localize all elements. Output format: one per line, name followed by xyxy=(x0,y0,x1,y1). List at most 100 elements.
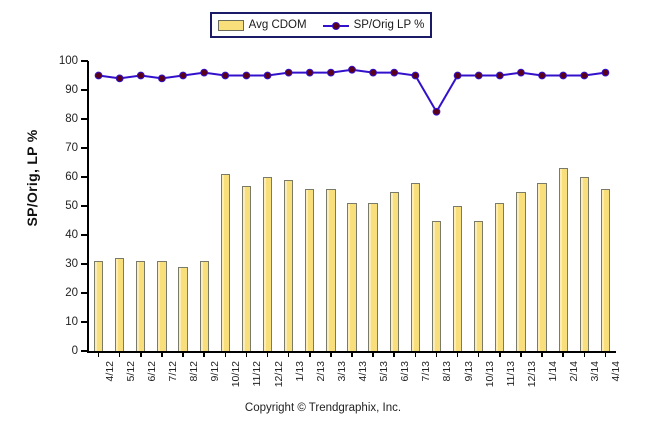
y-tick-label: 0 xyxy=(71,345,78,357)
x-tick-label: 10/13 xyxy=(483,361,496,388)
bar xyxy=(199,261,209,351)
line-path xyxy=(98,68,606,114)
y-tick-label: 60 xyxy=(65,171,78,183)
bar xyxy=(368,203,378,351)
chart-legend: Avg CDOM SP/Orig LP % xyxy=(210,12,432,38)
bar xyxy=(347,203,357,351)
x-tick-label: 4/14 xyxy=(610,361,623,382)
x-tick xyxy=(372,351,374,357)
line-marker xyxy=(390,68,399,77)
bar xyxy=(495,203,505,351)
x-tick xyxy=(309,351,311,357)
x-tick-label: 1/14 xyxy=(547,361,560,382)
x-tick xyxy=(499,351,501,357)
y-tick xyxy=(81,89,88,91)
line-marker xyxy=(453,71,462,80)
legend-item-sp-orig-lp: SP/Orig LP % xyxy=(322,19,425,31)
x-tick xyxy=(266,351,269,357)
x-tick xyxy=(182,351,184,357)
x-tick xyxy=(456,351,459,357)
x-tick xyxy=(414,351,417,357)
x-tick xyxy=(330,351,332,357)
bar xyxy=(93,261,104,351)
y-tick xyxy=(81,292,88,294)
line-marker xyxy=(136,71,145,80)
bar xyxy=(262,177,273,351)
bar xyxy=(600,188,611,352)
x-tick xyxy=(393,351,395,357)
y-tick xyxy=(81,60,88,62)
x-tick-label: 2/13 xyxy=(314,361,327,382)
bar xyxy=(558,168,568,351)
x-tick xyxy=(583,351,586,357)
bar xyxy=(178,266,188,352)
x-tick-label: 8/13 xyxy=(441,361,454,382)
line-marker xyxy=(263,71,272,80)
x-tick-label: 9/12 xyxy=(209,361,222,382)
x-tick xyxy=(224,351,227,357)
x-tick xyxy=(97,351,100,357)
bar xyxy=(241,185,252,352)
x-tick xyxy=(140,351,142,357)
copyright-notice: Copyright © Trendgraphix, Inc. xyxy=(244,402,402,414)
bar xyxy=(157,261,167,351)
bar xyxy=(305,188,315,352)
y-tick-label: 80 xyxy=(65,113,78,125)
plot-area: 0 10 20 30 40 50 60 70 80 90 100 4/12 5/12 6/12 7/12 8… xyxy=(59,55,623,387)
line-marker xyxy=(601,68,610,77)
line-marker xyxy=(179,71,187,80)
x-tick-label: 11/13 xyxy=(504,361,517,387)
line-marker xyxy=(94,71,103,80)
x-tick xyxy=(203,351,205,357)
x-tick-label: 9/13 xyxy=(462,361,475,382)
line-swatch-icon xyxy=(322,20,349,31)
x-tick-label: 3/14 xyxy=(589,361,602,382)
line-marker xyxy=(559,71,568,80)
x-tick-label: 12/12 xyxy=(272,361,285,388)
bar xyxy=(115,258,125,351)
line-marker xyxy=(411,71,420,80)
x-tick xyxy=(541,351,543,357)
line-marker xyxy=(200,68,209,77)
x-tick xyxy=(351,351,353,357)
bar xyxy=(452,206,463,351)
bar xyxy=(136,261,146,351)
line-marker xyxy=(242,71,251,80)
y-axis-title: SP/Orig, LP % xyxy=(24,129,40,227)
bar-swatch-icon xyxy=(217,19,244,31)
x-tick xyxy=(161,351,163,357)
y-tick xyxy=(81,176,88,178)
bar xyxy=(220,174,230,351)
y-tick xyxy=(81,205,88,207)
line-marker xyxy=(517,68,525,77)
y-tick-label: 30 xyxy=(65,258,78,270)
x-tick-label: 11/12 xyxy=(251,361,264,387)
x-tick xyxy=(287,351,290,357)
bar xyxy=(516,191,526,351)
x-tick-label: 5/12 xyxy=(124,361,137,382)
line-marker xyxy=(284,68,293,77)
x-tick xyxy=(118,351,121,357)
x-tick-label: 8/12 xyxy=(188,361,201,382)
y-tick-label: 90 xyxy=(65,84,78,96)
x-tick-label: 4/13 xyxy=(357,361,369,382)
y-tick xyxy=(81,263,88,265)
bar xyxy=(283,179,294,352)
x-tick-label: 4/12 xyxy=(103,361,116,382)
x-tick-label: 7/12 xyxy=(166,361,179,382)
y-tick-label: 50 xyxy=(65,200,78,212)
line-marker xyxy=(538,71,546,80)
x-tick xyxy=(245,351,248,357)
x-tick-label: 2/14 xyxy=(568,361,581,382)
legend-label-sp-orig-lp: SP/Orig LP % xyxy=(353,19,425,31)
bar xyxy=(410,182,420,352)
y-tick xyxy=(81,350,88,352)
y-tick-label: 20 xyxy=(65,287,78,299)
x-tick xyxy=(435,351,438,357)
legend-label-avg-cdom: Avg CDOM xyxy=(248,19,307,31)
x-tick-label: 6/12 xyxy=(145,361,158,382)
y-tick-label: 40 xyxy=(65,229,78,241)
x-tick-label: 6/13 xyxy=(399,361,412,382)
y-tick-label: 100 xyxy=(58,55,78,67)
x-tick-label: 3/13 xyxy=(335,361,348,382)
